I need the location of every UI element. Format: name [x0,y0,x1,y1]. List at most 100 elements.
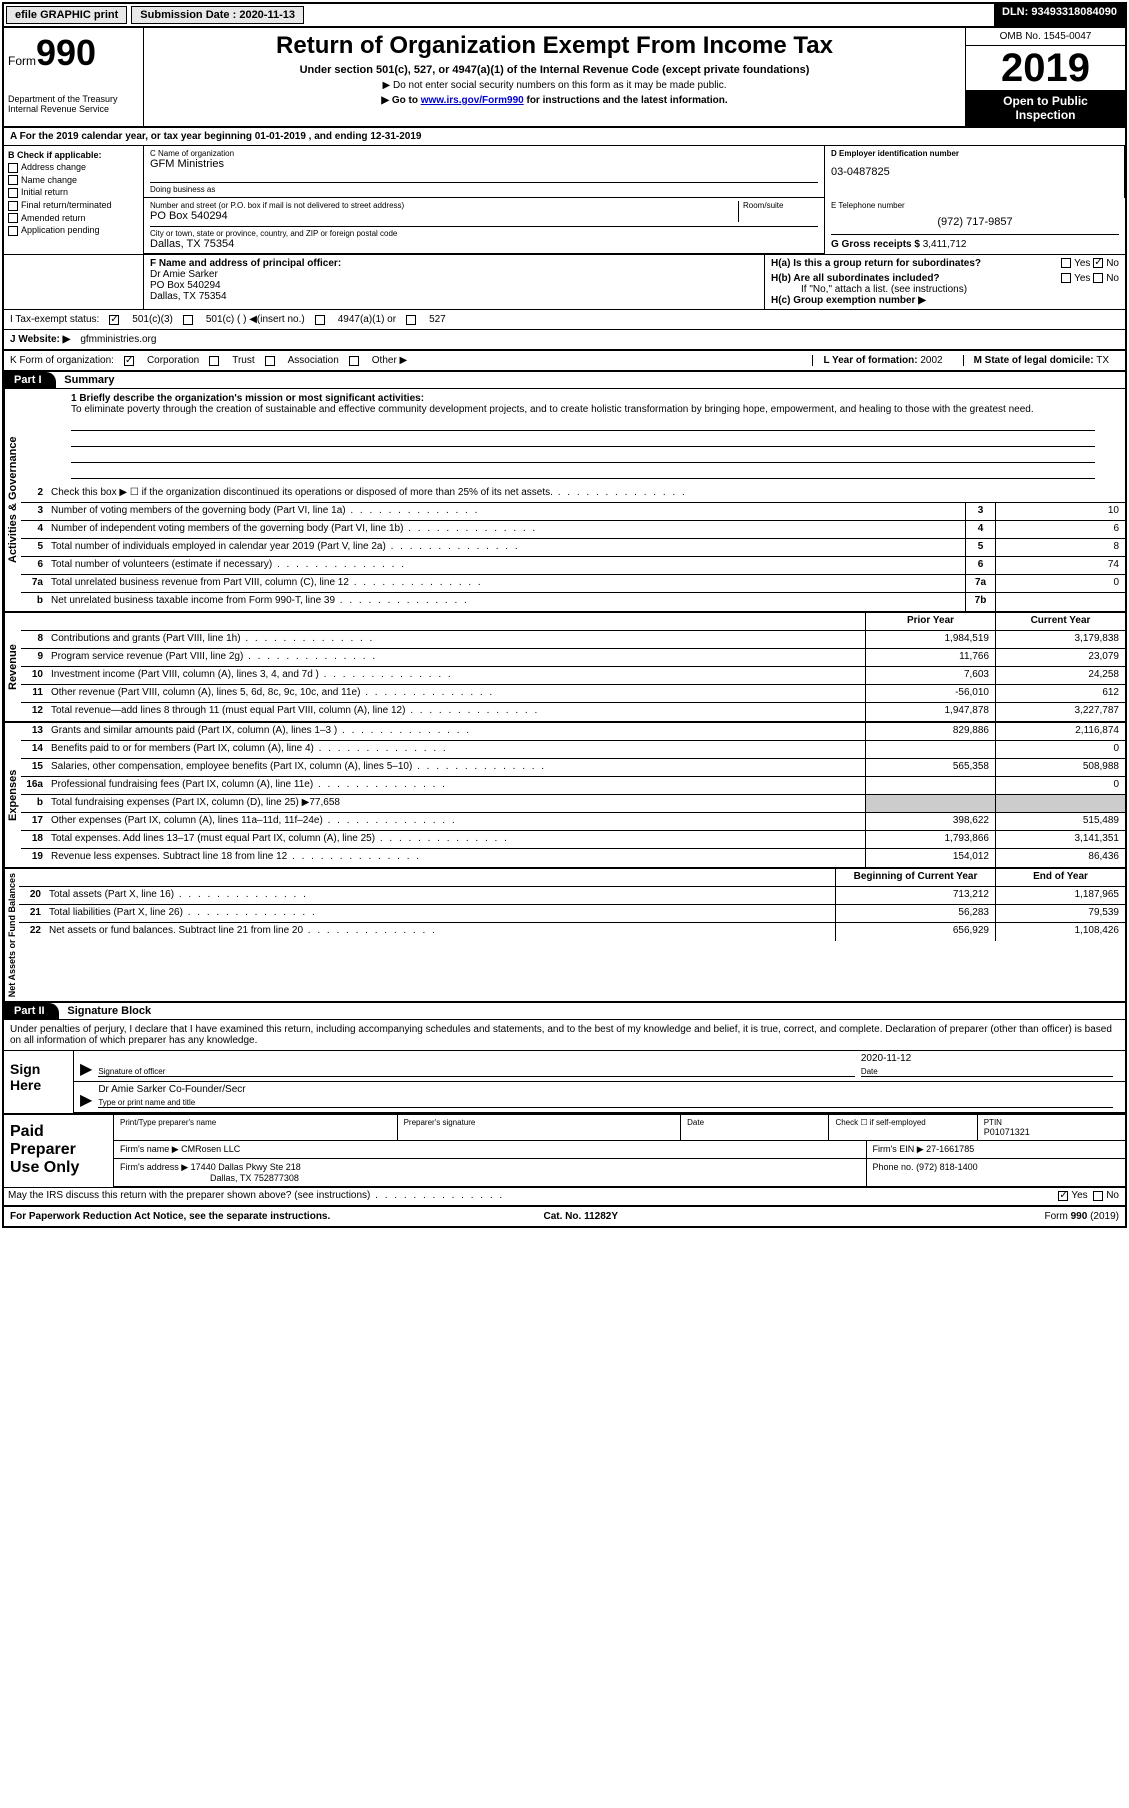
room-label: Room/suite [743,201,818,210]
officer-name-label: Type or print name and title [98,1098,1113,1107]
chk-association[interactable] [265,356,275,366]
gov-line: 4Number of independent voting members of… [21,521,1125,539]
hb-note: If "No," attach a list. (see instruction… [771,284,1119,295]
hb-no[interactable]: No [1106,273,1119,284]
part-2-title: Signature Block [61,1005,151,1017]
officer-signed-name: Dr Amie Sarker Co-Founder/Secr [98,1084,1113,1098]
vlabel-revenue: Revenue [4,613,21,721]
dept-treasury: Department of the Treasury [8,94,139,104]
chk-501c3[interactable] [109,315,119,325]
opt-527: 527 [429,314,446,325]
opt-association: Association [288,355,339,366]
chk-name-change[interactable]: Name change [8,175,139,186]
city-label: City or town, state or province, country… [150,229,818,238]
opt-corporation: Corporation [147,355,199,366]
irs-link[interactable]: www.irs.gov/Form990 [421,95,524,106]
box-h: H(a) Is this a group return for subordin… [765,255,1125,309]
chk-trust[interactable] [209,356,219,366]
col-beginning-year: Beginning of Current Year [835,869,995,886]
officer-street: PO Box 540294 [150,280,221,291]
revenue-header: Prior Year Current Year [21,613,1125,631]
chk-4947[interactable] [315,315,325,325]
ptin-label: PTIN [984,1118,1119,1127]
open-to-public: Open to Public Inspection [966,90,1125,126]
expense-line: 14Benefits paid to or for members (Part … [21,741,1125,759]
firm-phone: (972) 818-1400 [916,1162,978,1172]
form-number: Form990 [8,32,139,74]
box-c-label: C Name of organization [150,149,818,158]
submission-date-box: Submission Date : 2020-11-13 [131,6,304,24]
col-prior-year: Prior Year [865,613,995,630]
chk-other[interactable] [349,356,359,366]
netasset-lines: 20Total assets (Part X, line 16)713,2121… [19,887,1125,941]
signature-date: 2020-11-12 [861,1053,1113,1067]
chk-initial-return[interactable]: Initial return [8,187,139,198]
chk-527[interactable] [406,315,416,325]
boxes-cdeg: C Name of organization GFM Ministries Do… [144,146,1125,254]
vlabel-governance: Activities & Governance [4,389,21,611]
preparer-date-label: Date [687,1118,822,1127]
chk-corporation[interactable] [124,356,134,366]
hb-yes[interactable]: Yes [1074,273,1090,284]
firm-addr-label: Firm's address ▶ [120,1162,188,1172]
sign-here-block: Sign Here ▶ Signature of officer 2020-11… [4,1051,1125,1113]
part-2-num: Part II [4,1003,59,1019]
opt-other: Other ▶ [372,355,407,366]
box-b-title: B Check if applicable: [8,150,102,160]
header-mid: Return of Organization Exempt From Incom… [144,28,965,126]
preparer-name-label: Print/Type preparer's name [120,1118,391,1127]
netasset-line: 20Total assets (Part X, line 16)713,2121… [19,887,1125,905]
dln-box: DLN: 93493318084090 [994,4,1125,26]
state-domicile-value: TX [1096,355,1109,366]
revenue-line: 8Contributions and grants (Part VIII, li… [21,631,1125,649]
discuss-question: May the IRS discuss this return with the… [4,1188,965,1205]
discuss-yes-check[interactable] [1058,1191,1068,1201]
mission-box: 1 Briefly describe the organization's mi… [21,389,1125,485]
mission-label: 1 Briefly describe the organization's mi… [71,393,424,404]
netasset-line: 21Total liabilities (Part X, line 26)56,… [19,905,1125,923]
topbar: efile GRAPHIC print Submission Date : 20… [4,4,1125,28]
revenue-line: 10Investment income (Part VIII, column (… [21,667,1125,685]
k-l-m-row: K Form of organization: Corporation Trus… [4,351,1125,372]
section-netassets: Net Assets or Fund Balances Beginning of… [4,869,1125,1003]
chk-final-return[interactable]: Final return/terminated [8,200,139,211]
row-f-h: F Name and address of principal officer:… [4,255,1125,310]
ha-yes[interactable]: Yes [1074,258,1090,269]
officer-city: Dallas, TX 75354 [150,291,227,302]
street-value: PO Box 540294 [150,210,738,222]
website-row: J Website: ▶ gfmministries.org [4,330,1125,351]
col-current-year: Current Year [995,613,1125,630]
expense-lines: 13Grants and similar amounts paid (Part … [21,723,1125,867]
chk-application-pending[interactable]: Application pending [8,225,139,236]
chk-amended-return[interactable]: Amended return [8,213,139,224]
arrow-icon: ▶ [80,1090,92,1110]
hb-label: H(b) Are all subordinates included? [771,273,940,284]
form-subtitle: Under section 501(c), 527, or 4947(a)(1)… [154,64,955,76]
efile-print-button[interactable]: efile GRAPHIC print [6,6,127,24]
tax-period: A For the 2019 calendar year, or tax yea… [4,128,1125,146]
governance-lines: 2Check this box ▶ ☐ if the organization … [21,485,1125,611]
goto-post: for instructions and the latest informat… [524,95,728,106]
section-expenses: Expenses 13Grants and similar amounts pa… [4,723,1125,869]
col-end-year: End of Year [995,869,1125,886]
dln-value: 93493318084090 [1031,6,1117,18]
header-left: Form990 Department of the Treasury Inter… [4,28,144,126]
chk-501c[interactable] [183,315,193,325]
expense-line: 19Revenue less expenses. Subtract line 1… [21,849,1125,867]
discuss-no-check[interactable] [1093,1191,1103,1201]
gov-line: 7aTotal unrelated business revenue from … [21,575,1125,593]
goto-pre: ▶ Go to [381,95,420,106]
paid-preparer-label: Paid Preparer Use Only [4,1115,114,1187]
website-value: gfmministries.org [80,334,156,345]
ha-no[interactable]: No [1106,258,1119,269]
tax-year: 2019 [966,46,1125,90]
footer-mid: Cat. No. 11282Y [544,1211,618,1222]
org-name: GFM Ministries [150,158,818,170]
sign-here-label: Sign Here [4,1051,74,1113]
opt-4947: 4947(a)(1) or [338,314,396,325]
dept-irs: Internal Revenue Service [8,104,139,114]
self-employed-check[interactable]: Check ☐ if self-employed [835,1118,970,1127]
preparer-sig-label: Preparer's signature [404,1118,675,1127]
phone-label: E Telephone number [831,201,1119,210]
chk-address-change[interactable]: Address change [8,162,139,173]
